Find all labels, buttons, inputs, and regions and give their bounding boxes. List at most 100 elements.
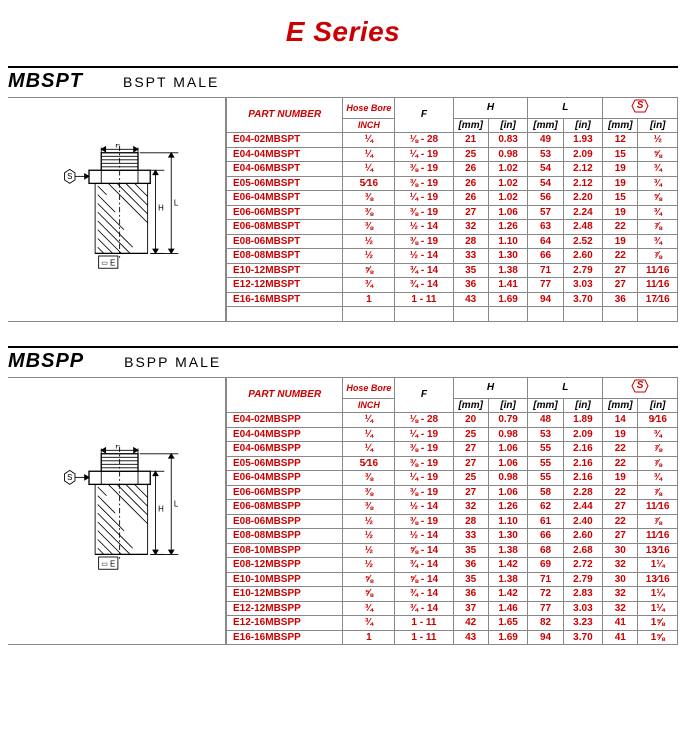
cell-f: ⅜ - 19 — [395, 205, 453, 220]
cell-sin: 1¼ — [638, 601, 678, 616]
cell-sin: 1¼ — [638, 587, 678, 602]
cell-smm: 22 — [603, 456, 638, 471]
cell-hmm: 26 — [453, 162, 488, 177]
cell-hmm: 32 — [453, 220, 488, 235]
fitting-diagram: F S H L ▭ E — [47, 144, 187, 275]
table-row: E04-02MBSPT¼⅛ - 28210.83491.9312½ — [227, 133, 678, 148]
cell-hose: ⅜ — [343, 191, 395, 206]
cell-hmm: 33 — [453, 249, 488, 264]
cell-f: ⅜ - 19 — [395, 176, 453, 191]
stamp-e-label: E — [110, 560, 115, 569]
cell-pn: E08-08MBSPP — [227, 529, 343, 544]
cell-hmm: 27 — [453, 442, 488, 457]
cell-sin: 11⁄16 — [638, 278, 678, 293]
cell-pn: E16-16MBSPP — [227, 630, 343, 645]
cell-lmm: 62 — [528, 500, 563, 515]
col-s-mm: [mm] — [603, 118, 638, 133]
cell-lin: 2.12 — [563, 176, 602, 191]
cell-f: ⅜ - 19 — [395, 456, 453, 471]
cell-lmm: 54 — [528, 176, 563, 191]
cell-hin: 1.06 — [488, 442, 527, 457]
section-mbspt: MBSPTBSPT MALE — [8, 66, 678, 322]
cell-hin: 1.69 — [488, 292, 527, 307]
cell-hin: 1.38 — [488, 263, 527, 278]
spec-table: PART NUMBERHose BoreFHL S INCH[mm][in][m… — [226, 377, 678, 645]
cell-f: ⅜ - 19 — [395, 442, 453, 457]
cell-smm: 41 — [603, 616, 638, 631]
cell-lin: 3.03 — [563, 601, 602, 616]
diagram-cell: F S H L ▭ E — [8, 97, 226, 322]
cell-hin: 1.06 — [488, 485, 527, 500]
table-row: E06-04MBSPP⅜¼ - 19250.98552.1619¾ — [227, 471, 678, 486]
cell-smm: 27 — [603, 278, 638, 293]
cell-pn: E08-12MBSPP — [227, 558, 343, 573]
cell-lin: 2.48 — [563, 220, 602, 235]
cell-hose: ½ — [343, 234, 395, 249]
cell-hose: ¾ — [343, 278, 395, 293]
cell-hin: 0.79 — [488, 413, 527, 428]
cell-smm: 22 — [603, 442, 638, 457]
cell-pn: E04-06MBSPP — [227, 442, 343, 457]
cell-hin: 1.10 — [488, 234, 527, 249]
hex-s-icon: S — [631, 379, 649, 393]
cell-pn: E08-08MBSPT — [227, 249, 343, 264]
cell-hose: ½ — [343, 543, 395, 558]
cell-lin: 2.16 — [563, 442, 602, 457]
cell-f: ¼ - 19 — [395, 147, 453, 162]
cell-f: ¾ - 14 — [395, 601, 453, 616]
cell-lmm: 94 — [528, 292, 563, 307]
cell-lmm: 48 — [528, 413, 563, 428]
cell-hmm: 43 — [453, 292, 488, 307]
cell-f: ⅛ - 28 — [395, 413, 453, 428]
cell-hose: ½ — [343, 249, 395, 264]
cell-hmm: 20 — [453, 413, 488, 428]
cell-lin: 2.28 — [563, 485, 602, 500]
cell-smm: 19 — [603, 471, 638, 486]
stamp-e-label: E — [110, 259, 115, 268]
table-row: E10-10MBSPP⅝⅝ - 14351.38712.793013⁄16 — [227, 572, 678, 587]
cell-f: ¼ - 19 — [395, 471, 453, 486]
cell-pn: E12-12MBSPP — [227, 601, 343, 616]
cell-hose: ½ — [343, 558, 395, 573]
cell-hose: ⅜ — [343, 220, 395, 235]
table-row: E08-08MBSPP½½ - 14331.30662.602711⁄16 — [227, 529, 678, 544]
cell-hmm: 25 — [453, 427, 488, 442]
table-row: E12-12MBSPT¾¾ - 14361.41773.032711⁄16 — [227, 278, 678, 293]
cell-lmm: 72 — [528, 587, 563, 602]
cell-smm: 15 — [603, 147, 638, 162]
cell-lin: 2.24 — [563, 205, 602, 220]
cell-f: ⅜ - 19 — [395, 234, 453, 249]
cell-pn: E12-12MBSPT — [227, 278, 343, 293]
section-mbspp: MBSPPBSPP MALE — [8, 346, 678, 645]
cell-hmm: 25 — [453, 471, 488, 486]
cell-sin: ¾ — [638, 427, 678, 442]
cell-hin: 0.83 — [488, 133, 527, 148]
cell-smm: 19 — [603, 427, 638, 442]
col-inch: INCH — [343, 118, 395, 133]
cell-lin: 2.44 — [563, 500, 602, 515]
cell-hmm: 26 — [453, 176, 488, 191]
cell-lmm: 94 — [528, 630, 563, 645]
cell-hin: 1.41 — [488, 278, 527, 293]
cell-pn: E06-08MBSPP — [227, 500, 343, 515]
cell-hin: 1.69 — [488, 630, 527, 645]
dim-f-label: F — [115, 144, 120, 150]
cell-f: ¼ - 19 — [395, 191, 453, 206]
cell-f: ⅜ - 19 — [395, 514, 453, 529]
cell-pn: E04-06MBSPT — [227, 162, 343, 177]
cell-pn: E05-06MBSPP — [227, 456, 343, 471]
cell-sin: ¾ — [638, 205, 678, 220]
cell-sin: 11⁄16 — [638, 500, 678, 515]
dim-h-label: H — [158, 505, 164, 514]
cell-lin: 2.79 — [563, 263, 602, 278]
cell-f: 1 - 11 — [395, 292, 453, 307]
col-part: PART NUMBER — [227, 378, 343, 413]
table-row: E08-08MBSPT½½ - 14331.30662.6022⅞ — [227, 249, 678, 264]
cell-hmm: 36 — [453, 278, 488, 293]
cell-hin: 1.06 — [488, 205, 527, 220]
cell-f: ¼ - 19 — [395, 427, 453, 442]
cell-hose: ½ — [343, 529, 395, 544]
cell-smm: 36 — [603, 292, 638, 307]
table-row: E04-06MBSPP¼⅜ - 19271.06552.1622⅞ — [227, 442, 678, 457]
table-row: E06-06MBSPP⅜⅜ - 19271.06582.2822⅞ — [227, 485, 678, 500]
